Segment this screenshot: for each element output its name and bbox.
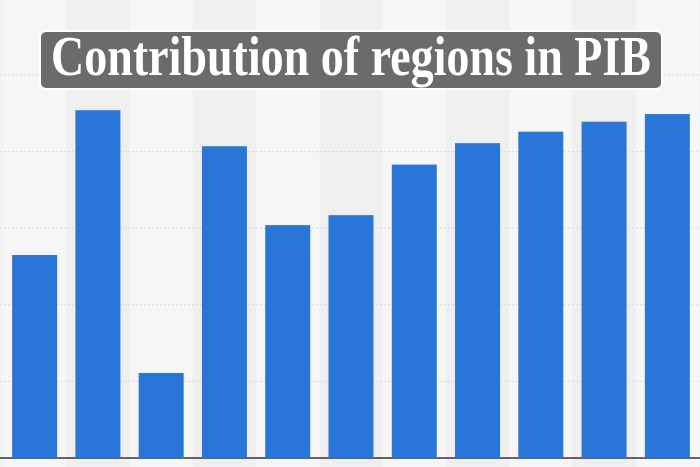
bar xyxy=(12,255,58,458)
bar xyxy=(391,164,437,458)
bar xyxy=(75,110,121,459)
bar xyxy=(644,114,690,458)
bar xyxy=(328,215,374,458)
bar xyxy=(138,372,184,458)
bar xyxy=(265,225,311,458)
chart-title: Contribution of regions in PIB xyxy=(51,26,651,88)
bar xyxy=(518,131,564,458)
plot-area xyxy=(0,74,700,459)
bar xyxy=(581,121,627,458)
title-box xyxy=(39,30,663,90)
bar xyxy=(201,146,247,458)
bar xyxy=(455,143,501,458)
